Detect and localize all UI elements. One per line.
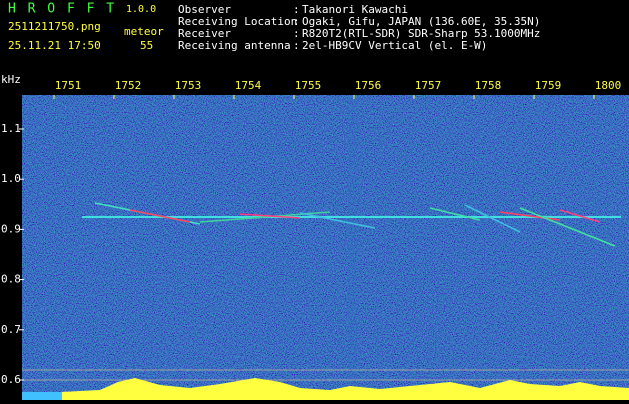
- info-label: Observer: [178, 3, 231, 16]
- x-tick-label: 1800: [595, 79, 622, 92]
- info-label: Receiving Location: [178, 15, 297, 28]
- info-label: Receiver: [178, 27, 231, 40]
- y-tick-label: 0.8: [1, 273, 21, 286]
- app-version: 1.0.0: [126, 4, 156, 15]
- info-value: Takanori Kawachi: [302, 3, 408, 16]
- x-tick-label: 1754: [235, 79, 262, 92]
- meteor-traces: [94, 202, 616, 247]
- y-tick-label: 1.0: [1, 172, 21, 185]
- vertical-noise-band: [348, 95, 357, 385]
- x-tick-label: 1759: [535, 79, 562, 92]
- x-tick-label: 1756: [355, 79, 382, 92]
- info-separator: :: [293, 3, 300, 16]
- meteor-label: meteor: [124, 25, 164, 38]
- y-tick-label: 0.7: [1, 323, 21, 336]
- y-tick-label: 0.6: [1, 373, 21, 386]
- info-separator: :: [293, 15, 300, 28]
- histogram-start: [22, 392, 62, 400]
- info-separator: :: [293, 27, 300, 40]
- spectrogram-noise: [22, 95, 629, 400]
- y-tick-label: 1.1: [1, 122, 21, 135]
- signal-histogram: [22, 378, 629, 400]
- info-value: R820T2(RTL-SDR) SDR-Sharp 53.1000MHz: [302, 27, 540, 40]
- info-label: Receiving antenna: [178, 39, 291, 52]
- info-value: 2el-HB9CV Vertical (el. E-W): [302, 39, 487, 52]
- x-tick-label: 1758: [475, 79, 502, 92]
- app-name: H R O F F T: [8, 2, 116, 17]
- axis-unit: kHz: [1, 73, 21, 86]
- x-tick-label: 1751: [55, 79, 82, 92]
- info-separator: :: [293, 39, 300, 52]
- datetime: 25.11.21 17:50: [8, 39, 101, 52]
- info-value: Ogaki, Gifu, JAPAN (136.60E, 35.35N): [302, 15, 540, 28]
- meteor-count: 55: [140, 39, 153, 52]
- x-tick-label: 1752: [115, 79, 142, 92]
- x-tick-label: 1757: [415, 79, 442, 92]
- x-tick-label: 1753: [175, 79, 202, 92]
- x-tick-label: 1755: [295, 79, 322, 92]
- file-name: 2511211750.png: [8, 20, 101, 33]
- y-tick-label: 0.9: [1, 222, 21, 235]
